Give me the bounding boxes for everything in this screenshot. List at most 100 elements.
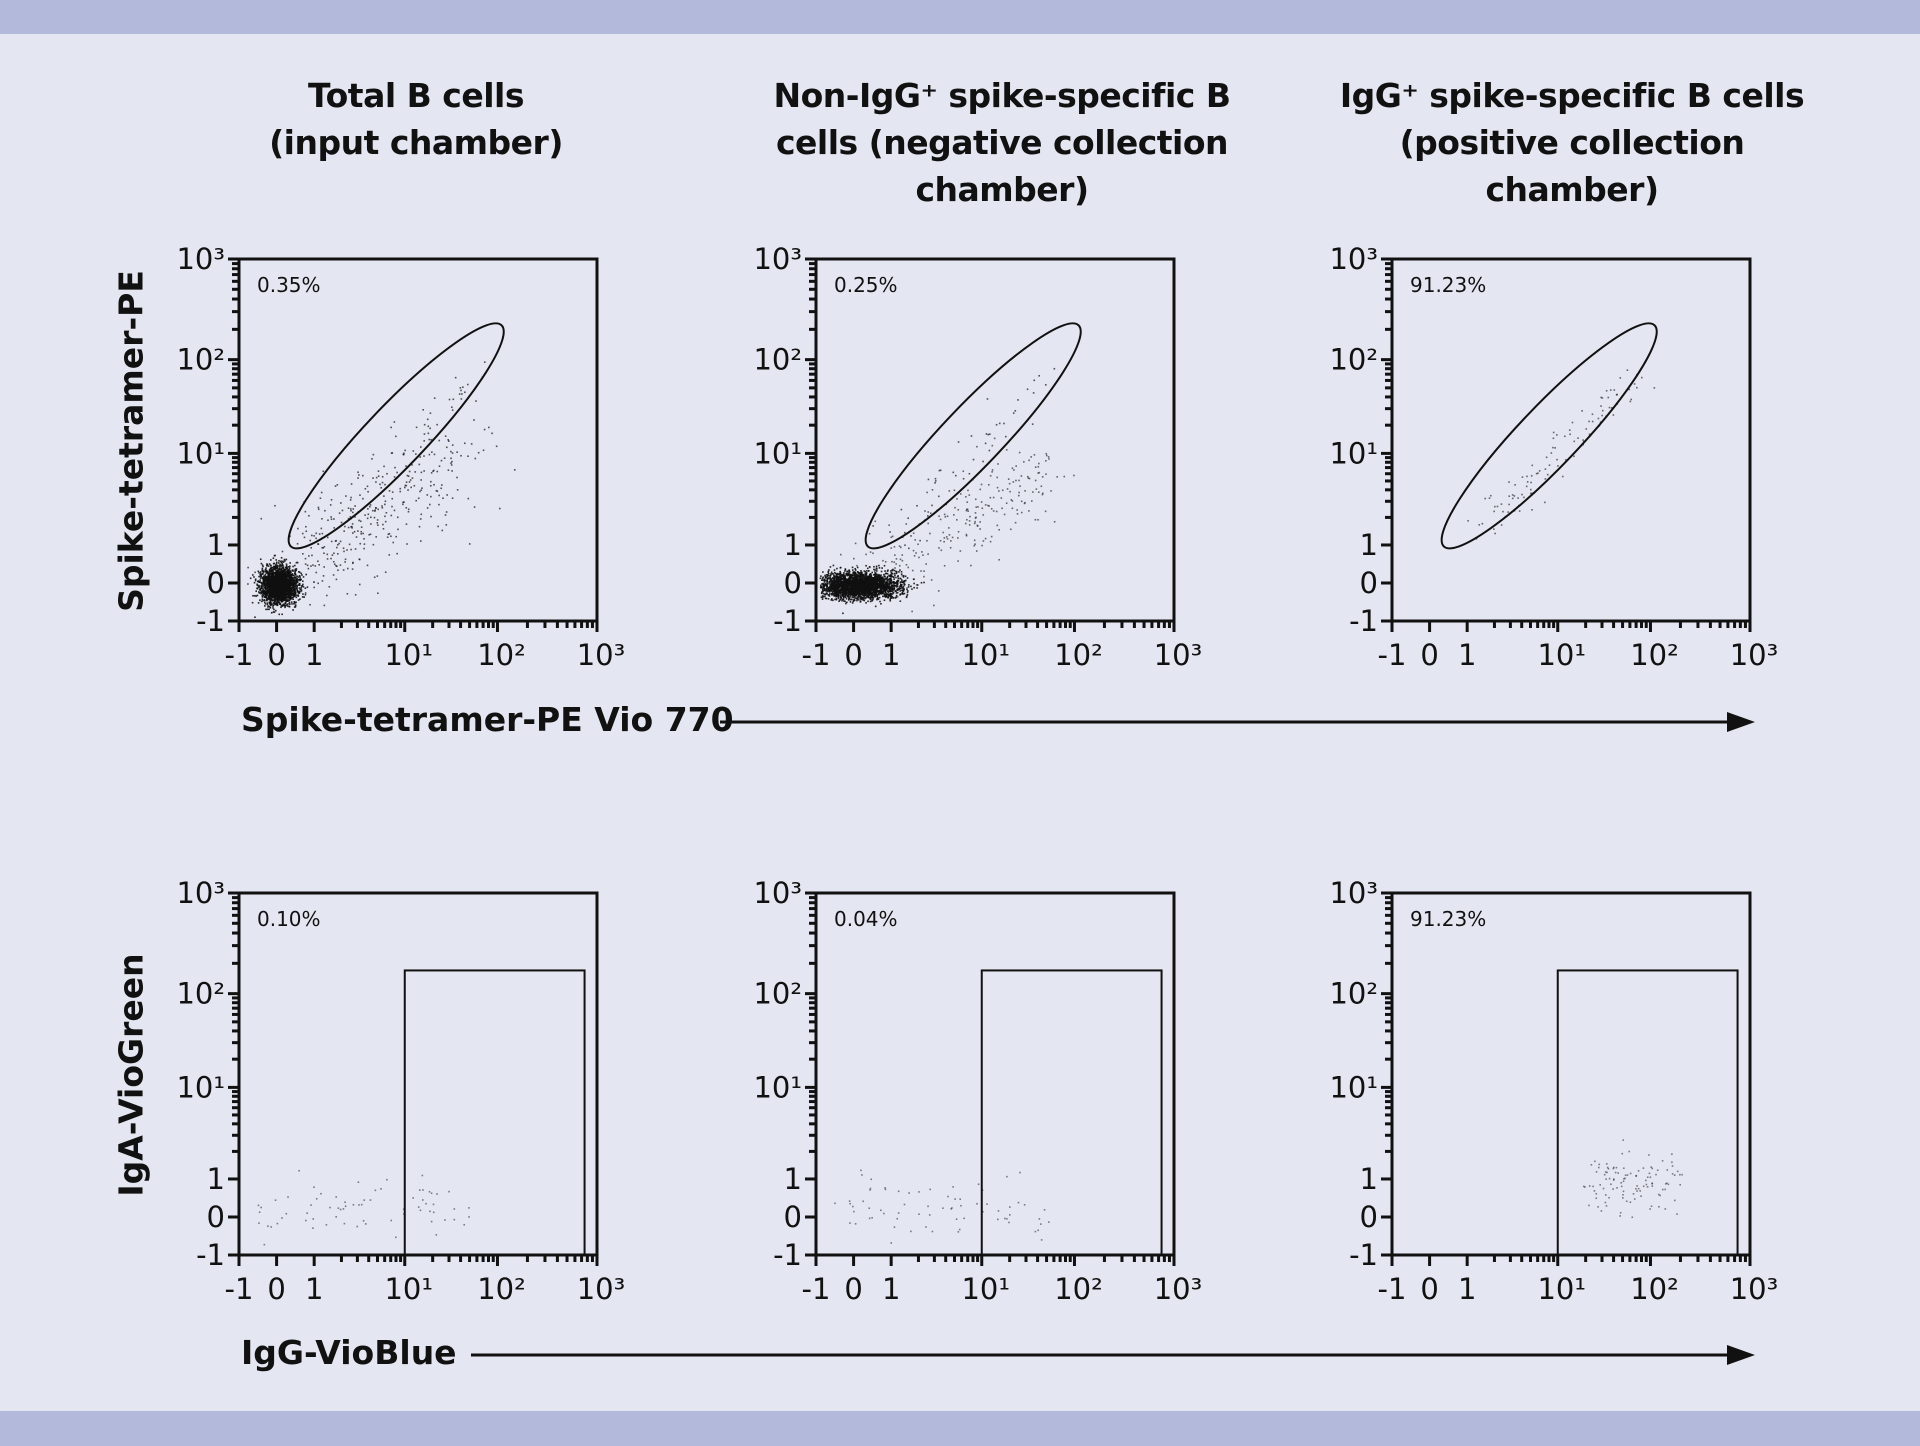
event-dot: [284, 571, 287, 574]
event-dot: [300, 590, 303, 593]
event-dot: [876, 582, 878, 584]
event-dot: [286, 605, 289, 607]
event-dot: [363, 547, 365, 550]
event-dot: [382, 527, 385, 530]
event-dot: [329, 504, 332, 506]
event-dot: [447, 469, 450, 471]
event-dot: [826, 573, 829, 576]
event-dot: [276, 598, 279, 601]
event-dot: [375, 476, 378, 479]
event-dot: [420, 513, 423, 516]
event-dot: [874, 592, 877, 595]
event-dot: [843, 579, 846, 581]
event-dot: [377, 475, 380, 477]
event-dot: [473, 506, 476, 508]
event-dot: [282, 592, 285, 595]
event-dot: [407, 508, 410, 511]
event-dot: [278, 575, 281, 577]
event-dot: [262, 581, 265, 583]
event-dot: [268, 594, 271, 597]
event-dot: [268, 574, 271, 576]
event-dot: [821, 595, 824, 597]
event-dot: [430, 515, 432, 518]
event-dot: [853, 576, 855, 579]
event-dot: [393, 476, 396, 478]
event-dot: [287, 595, 289, 598]
event-dot: [820, 596, 823, 598]
event-dot: [883, 595, 886, 597]
event-dot: [834, 572, 837, 575]
event-dot: [903, 583, 905, 585]
event-dot: [286, 584, 289, 586]
event-dot: [277, 588, 280, 591]
event-dot: [247, 566, 249, 569]
event-dot: [833, 591, 836, 594]
event-dot: [351, 525, 353, 528]
x-axis-label-top: Spike-tetramer-PE Vio 770: [241, 700, 734, 739]
event-dot: [874, 588, 877, 591]
event-dot: [352, 511, 354, 514]
event-dot: [399, 490, 402, 493]
event-dot: [262, 585, 264, 588]
event-dot: [274, 554, 276, 557]
event-dot: [367, 513, 370, 516]
event-dot: [371, 458, 373, 460]
event-dot: [868, 594, 870, 596]
event-dot: [268, 572, 270, 574]
event-dot: [273, 603, 276, 605]
event-dot: [275, 589, 278, 592]
event-dot: [283, 604, 285, 606]
event-dot: [848, 574, 851, 577]
event-dot: [277, 585, 280, 587]
event-dot: [884, 570, 886, 572]
event-dot: [276, 574, 279, 576]
event-dot: [269, 600, 272, 602]
event-dot: [346, 549, 348, 551]
event-dot: [880, 603, 882, 605]
event-dot: [276, 582, 278, 585]
event-dot: [849, 598, 852, 601]
event-dot: [317, 543, 320, 545]
event-dot: [320, 527, 323, 530]
event-dot: [294, 602, 296, 604]
event-dot: [857, 589, 860, 592]
event-dot: [855, 591, 857, 593]
event-dot: [866, 567, 869, 570]
event-dot: [923, 581, 925, 584]
event-dot: [290, 591, 293, 594]
event-dot: [344, 525, 346, 528]
event-dot: [867, 592, 869, 595]
event-dot: [448, 398, 451, 401]
event-dot: [438, 439, 441, 442]
event-dot: [888, 594, 890, 596]
event-dot: [280, 568, 283, 570]
event-dot: [833, 595, 835, 597]
event-dot: [264, 599, 266, 602]
event-dot: [277, 578, 279, 581]
event-dot: [831, 582, 834, 584]
event-dot: [282, 579, 285, 582]
event-dot: [288, 601, 291, 604]
event-dot: [280, 583, 282, 585]
event-dot: [255, 590, 258, 592]
event-dot: [304, 563, 307, 565]
event-dot: [877, 574, 879, 577]
event-dot: [277, 568, 279, 571]
event-dot: [277, 591, 280, 594]
event-dot: [820, 584, 822, 587]
event-dot: [260, 562, 263, 565]
event-dot: [405, 465, 407, 467]
event-dot: [872, 574, 875, 576]
event-dot: [315, 571, 318, 574]
event-dot: [279, 563, 281, 566]
event-dot: [281, 613, 283, 616]
event-dot: [267, 577, 270, 579]
event-dot: [296, 542, 299, 545]
event-dot: [444, 435, 447, 437]
event-dot: [267, 606, 269, 608]
event-dot: [856, 599, 858, 602]
event-dot: [261, 567, 264, 570]
event-dot: [358, 558, 361, 561]
event-dot: [259, 558, 262, 561]
event-dot: [901, 593, 903, 595]
